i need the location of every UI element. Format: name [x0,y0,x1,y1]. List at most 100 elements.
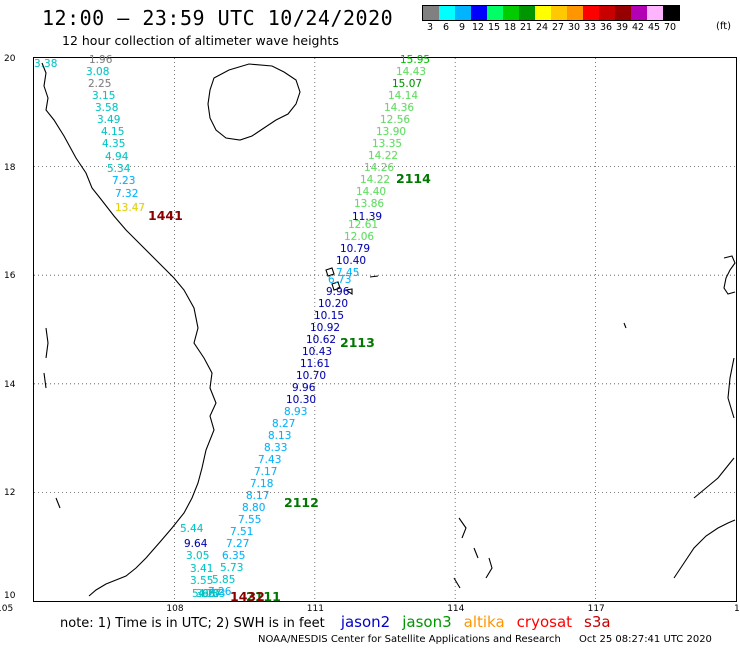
note-text: note: 1) Time is in UTC; 2) SWH is in fe… [60,616,325,631]
wave-height-value: 8.93 [284,406,308,418]
wave-height-value: 3.49 [97,114,121,126]
wave-height-value: 8.80 [242,502,266,514]
legend-label: 21 [519,22,533,33]
satellite-legend: jason2 jason3 altika cryosat s3a [329,613,611,631]
legend-swatch [631,6,647,20]
legend-label: 27 [551,22,565,33]
wave-height-value: 5.95 [192,588,216,600]
satellite-name: jason2 [340,613,391,631]
wave-height-value: 7.23 [112,175,136,187]
pass-id-label: 1441 [148,208,183,223]
wave-height-value: 3.05 [186,550,210,562]
coastline-map [34,58,736,601]
wave-height-value: 10.70 [296,370,327,382]
legend-swatch [663,6,679,20]
wave-height-value: 11.61 [300,358,331,370]
longitude-tick: 120 [734,604,740,614]
wave-height-value: 3.55 [190,575,214,587]
wave-height-value: 14.14 [388,90,419,102]
wave-height-value: 7.32 [115,188,139,200]
wave-height-value: 14.40 [356,186,387,198]
longitude-tick: 114 [447,604,465,614]
wave-height-value: 7.45 [336,267,360,279]
pass-id-label: 2112 [284,495,319,510]
wave-height-value: 10.62 [306,334,337,346]
wave-height-value: 10.43 [302,346,333,358]
wave-height-value: 4.87 [198,588,222,600]
latitude-tick: 14 [4,379,16,390]
wave-height-value: 4.94 [105,151,129,163]
pass-id-label: 1432 [230,589,265,604]
wave-height-value: 3.41 [190,563,214,575]
wave-height-value: 15.07 [392,78,423,90]
wave-height-value: 10.92 [310,322,341,334]
wave-height-value: 9.96 [292,382,316,394]
wave-height-value: 3.38 [34,58,58,70]
latitude-tick: 20 [4,54,16,64]
wave-height-value: 5.44 [180,523,204,535]
wave-height-value: 3.58 [95,102,119,114]
pass-id-label: 2114 [396,171,431,186]
wave-height-value: 2.25 [88,78,112,90]
legend-label: 36 [599,22,613,33]
legend-label: 15 [487,22,501,33]
wave-height-value: 15.95 [400,54,431,66]
wave-height-value: 4.15 [101,126,125,138]
color-scale-legend [422,5,680,21]
legend-swatch [503,6,519,20]
legend-label: 39 [615,22,629,33]
wave-height-value: 14.43 [396,66,427,78]
legend-label: 3 [426,22,434,33]
wave-height-value: 14.22 [360,174,391,186]
wave-height-value: 10.20 [318,298,349,310]
wave-height-value: 10.30 [286,394,317,406]
satellite-name: s3a [584,613,611,631]
longitude-tick: 105 [0,604,14,614]
wave-height-value: 7.43 [258,454,282,466]
latitude-tick: 18 [4,162,16,173]
wave-height-value: 14.36 [384,102,415,114]
coastlines [41,62,736,597]
map-title: 12:00 – 23:59 UTC 10/24/2020 [42,6,394,30]
legend-unit: (ft) [716,21,732,32]
wave-height-value: 7.17 [254,466,278,478]
map-plot-area: 105 108 111 114 117 120 20 18 16 14 12 10 1.963.08… [0,54,740,614]
credit-line: NOAA/NESDIS Center for Satellite Applica… [258,634,561,645]
legend-label: 70 [663,22,677,33]
pass-id-label: 2111 [246,589,281,604]
legend-swatch [487,6,503,20]
generated-timestamp: Oct 25 08:27:41 UTC 2020 [579,634,712,645]
wave-height-value: 4.35 [102,138,126,150]
legend-swatch [647,6,663,20]
legend-label: 12 [471,22,485,33]
legend-label: 30 [567,22,581,33]
wave-height-value: 14.26 [364,162,395,174]
wave-height-value: 5.85 [212,574,236,586]
wave-height-value: 12.56 [380,114,411,126]
wave-height-value: 3.08 [86,66,110,78]
wave-height-value: 8.27 [272,418,296,430]
wave-height-value: 12.06 [344,231,375,243]
legend-swatch [583,6,599,20]
wave-height-value: 5.34 [107,163,131,175]
legend-swatch [439,6,455,20]
legend-swatch [567,6,583,20]
legend-label: 33 [583,22,597,33]
legend-swatch [551,6,567,20]
wave-height-value: 1.96 [89,54,113,66]
legend-label: 45 [647,22,661,33]
wave-height-value: 9.96 [326,286,350,298]
wave-height-value: 10.79 [340,243,371,255]
wave-height-value: 14.22 [368,150,399,162]
latitude-tick: 16 [4,271,16,282]
legend-label: 6 [442,22,450,33]
wave-height-value: 8.17 [246,490,270,502]
wave-height-value: 10.15 [314,310,345,322]
wave-height-value: 6.33 [202,588,226,600]
satellite-name: cryosat [516,613,573,631]
wave-height-value: 6.73 [328,274,352,286]
legend-swatch [423,6,439,20]
legend-label: 24 [535,22,549,33]
latitude-tick: 10 [4,591,16,601]
wave-height-value: 5.73 [220,562,244,574]
